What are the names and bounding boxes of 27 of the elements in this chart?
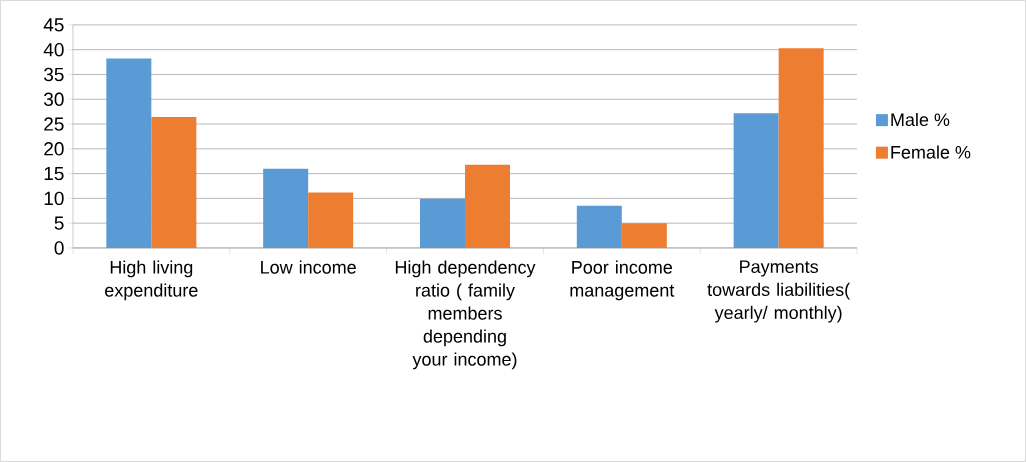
- y-tick-label: 10: [44, 191, 64, 206]
- y-tick-label: 25: [44, 117, 64, 131]
- x-tick-label: Low income: [261, 260, 356, 274]
- x-tick-label: High living expenditure: [105, 260, 198, 301]
- y-tick-label: 35: [43, 67, 64, 82]
- x-tick-label: Poor income management: [570, 260, 675, 301]
- legend-label: Female %: [891, 145, 971, 159]
- bar: [419, 198, 465, 248]
- bar: [308, 192, 354, 248]
- y-tick-label: 45: [43, 18, 64, 32]
- y-tick-label: 15: [44, 167, 64, 181]
- y-tick-label: 5: [54, 216, 64, 230]
- legend-label: Male %: [891, 112, 950, 127]
- bar: [151, 117, 197, 248]
- bar: [576, 205, 622, 248]
- bar: [263, 168, 309, 248]
- bar: [621, 223, 667, 248]
- y-tick-label: 40: [43, 43, 64, 57]
- bar: [778, 48, 824, 248]
- y-tick-label: 30: [43, 92, 64, 107]
- bar: [733, 113, 779, 248]
- y-tick-label: 20: [44, 142, 64, 156]
- bar: [106, 58, 152, 248]
- x-tick-label: High dependency ratio ( family members depending your income): [395, 260, 536, 370]
- bar: [464, 164, 510, 248]
- y-tick-label: 0: [54, 241, 64, 255]
- x-tick-label: Payments towards liabilities( yearly/ monthly): [707, 260, 851, 323]
